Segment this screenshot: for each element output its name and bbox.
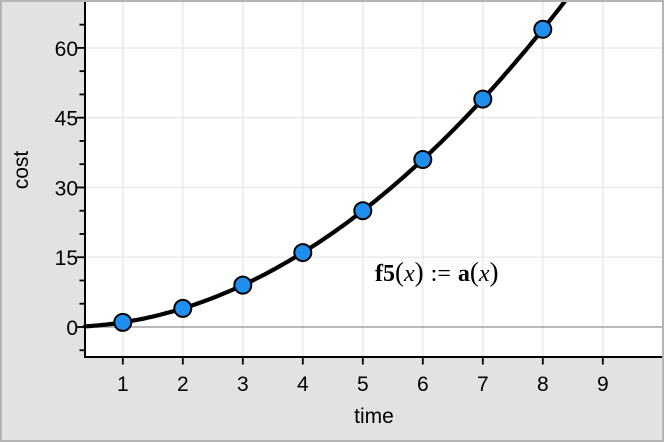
plot-area[interactable]: [85, 0, 664, 357]
x-tick-label: 8: [537, 373, 549, 396]
x-tick-label: 6: [417, 373, 429, 396]
open-paren: (: [395, 257, 404, 287]
x-tick-label: 1: [117, 373, 129, 396]
close-paren: ): [415, 257, 424, 287]
x-tick-label: 2: [177, 373, 189, 396]
x-tick-label: 4: [297, 373, 309, 396]
function-arg: x: [478, 261, 490, 287]
y-tick-label: 15: [55, 247, 78, 270]
axis-ticks: [76, 23, 604, 365]
x-tick-labels: 1 2 3 4 5 6 7 8 9: [117, 373, 609, 396]
data-point[interactable]: [113, 312, 133, 332]
data-points[interactable]: [113, 19, 553, 332]
assign-operator: :=: [431, 261, 451, 287]
data-point[interactable]: [473, 89, 493, 109]
function-label[interactable]: f5(x):= a(x): [375, 257, 499, 287]
data-point[interactable]: [353, 201, 373, 221]
gridlines: [85, 0, 664, 357]
y-tick-label: 30: [55, 177, 78, 200]
function-arg: x: [403, 261, 415, 287]
y-tick-label: 0: [66, 317, 78, 340]
data-point[interactable]: [533, 19, 553, 39]
data-point[interactable]: [413, 150, 433, 170]
x-tick-label: 7: [477, 373, 489, 396]
x-tick-label: 3: [237, 373, 249, 396]
y-tick-labels: 0 15 30 45 60: [55, 38, 78, 340]
x-tick-label: 5: [357, 373, 369, 396]
y-tick-label: 45: [55, 108, 78, 131]
x-tick-label: 9: [597, 373, 609, 396]
data-point[interactable]: [293, 243, 313, 263]
y-axis-title: cost: [10, 151, 33, 190]
close-paren: ): [490, 257, 499, 287]
function-label-name: f5: [375, 261, 395, 287]
data-point[interactable]: [233, 275, 253, 295]
axes: [84, 0, 664, 358]
x-axis-title: time: [354, 405, 394, 428]
data-point[interactable]: [173, 298, 193, 318]
open-paren: (: [470, 257, 479, 287]
y-tick-label: 60: [55, 38, 78, 61]
rhs-name: a: [458, 261, 470, 287]
